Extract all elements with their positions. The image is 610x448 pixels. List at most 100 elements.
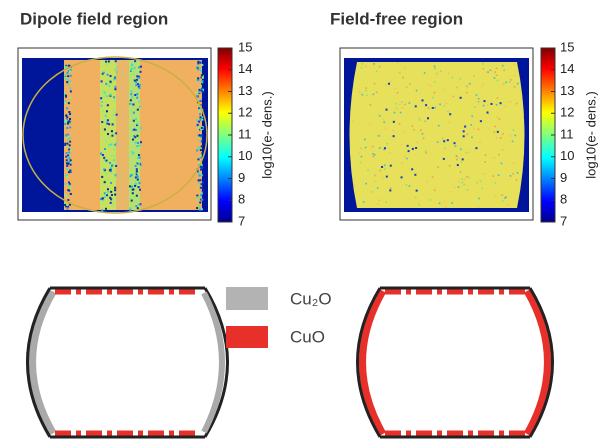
speckle <box>360 155 363 158</box>
speckle <box>383 164 386 167</box>
speckle <box>129 185 132 188</box>
speckle <box>369 123 371 126</box>
speckle <box>402 76 404 79</box>
speckle <box>509 101 512 103</box>
speckle <box>64 66 67 69</box>
speckle <box>139 166 142 169</box>
speckle <box>67 162 70 165</box>
speckle <box>392 135 395 138</box>
speckle <box>64 122 67 125</box>
speckle <box>68 184 71 187</box>
speckle <box>69 79 72 82</box>
speckle <box>129 74 132 77</box>
speckle <box>133 67 136 70</box>
speckle <box>134 181 137 184</box>
speckle <box>492 175 495 177</box>
speckle <box>396 107 398 110</box>
speckle <box>68 203 71 206</box>
speckle <box>105 192 108 195</box>
speckle <box>134 141 137 144</box>
speckle <box>481 187 484 190</box>
speckle <box>503 69 506 72</box>
speckle <box>129 99 132 102</box>
speckle <box>375 70 378 73</box>
speckle <box>130 90 133 93</box>
speckle <box>65 152 68 155</box>
speckle <box>494 182 497 184</box>
colorbar-tick-label: 15 <box>560 39 574 54</box>
speckle <box>443 140 446 143</box>
speckle <box>68 136 71 139</box>
speckle <box>500 162 503 165</box>
speckle <box>109 75 112 78</box>
colorbar-tick-label: 9 <box>560 170 567 185</box>
speckle <box>502 133 504 135</box>
speckle <box>64 94 67 97</box>
speckle <box>442 89 445 91</box>
speckle <box>514 134 517 137</box>
speckle <box>133 73 136 76</box>
speckle <box>419 129 422 132</box>
speckle <box>389 151 391 154</box>
speckle <box>201 88 204 91</box>
speckle <box>103 181 106 184</box>
speckle <box>462 135 465 138</box>
speckle <box>109 201 112 204</box>
colorbar-tick-label: 8 <box>560 192 567 207</box>
speckle <box>365 65 367 68</box>
colorbar-tick-label: 12 <box>560 105 574 120</box>
speckle <box>114 143 117 146</box>
speckle <box>138 76 141 79</box>
colorbar-tick-label: 7 <box>560 213 567 228</box>
speckle <box>65 64 68 67</box>
speckle <box>349 143 351 146</box>
speckle <box>448 121 451 124</box>
speckle <box>418 203 421 206</box>
speckle <box>458 180 460 183</box>
speckle <box>483 100 486 103</box>
speckle <box>358 151 361 154</box>
speckle <box>466 175 468 178</box>
speckle <box>69 192 72 195</box>
speckle <box>105 121 108 124</box>
speckle <box>134 136 137 139</box>
speckle <box>401 107 403 109</box>
speckle <box>473 75 475 77</box>
colorbar-tick-label: 8 <box>238 192 245 207</box>
speckle <box>102 71 105 74</box>
speckle <box>200 183 203 186</box>
speckle <box>200 163 203 166</box>
speckle <box>109 168 112 171</box>
wall <box>26 287 229 438</box>
speckle <box>200 145 203 148</box>
speckle <box>505 196 507 198</box>
speckle <box>101 175 104 178</box>
speckle <box>502 200 504 202</box>
speckle <box>479 120 482 123</box>
speckle <box>366 94 368 97</box>
speckle <box>396 62 399 64</box>
speckle <box>453 142 456 145</box>
speckle <box>523 117 525 119</box>
speckle <box>405 184 408 186</box>
speckle <box>100 101 103 104</box>
speckle <box>113 100 116 103</box>
speckle <box>138 188 141 191</box>
speckle <box>137 85 140 88</box>
speckle <box>67 198 70 201</box>
speckle <box>68 157 71 160</box>
chamber-fill <box>349 62 525 208</box>
speckle <box>400 101 403 103</box>
speckle <box>130 93 133 96</box>
speckle <box>114 60 117 63</box>
speckle <box>200 198 203 201</box>
speckle <box>477 100 480 103</box>
speckle <box>373 63 375 65</box>
speckle <box>378 147 381 149</box>
speckle <box>510 79 512 81</box>
speckle <box>464 125 467 128</box>
speckle <box>69 126 72 129</box>
speckle <box>114 163 117 166</box>
speckle <box>109 80 112 83</box>
speckle <box>424 150 427 153</box>
